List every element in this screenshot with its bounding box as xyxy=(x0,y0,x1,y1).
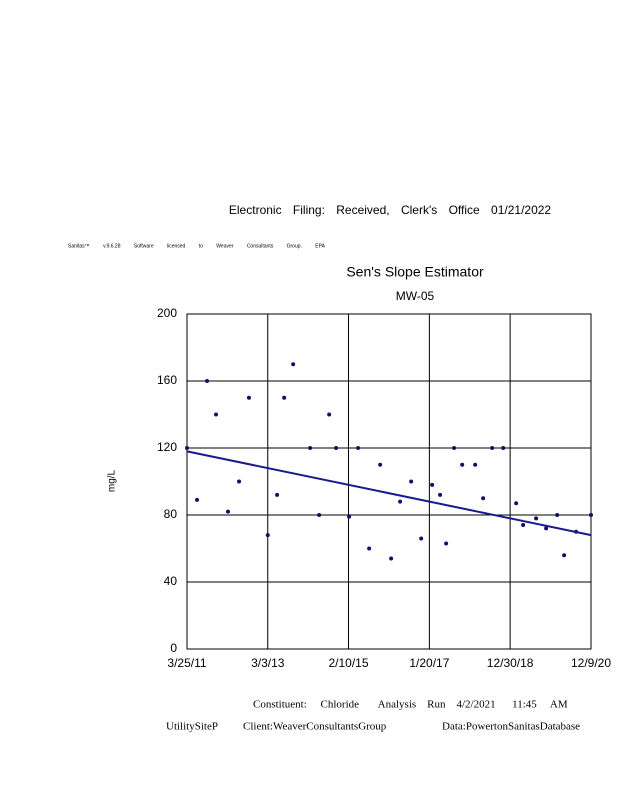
data-point xyxy=(481,496,486,501)
data-point xyxy=(214,412,219,417)
data-point xyxy=(347,514,352,519)
data-point xyxy=(282,395,287,400)
data-point xyxy=(327,412,332,417)
data-point xyxy=(555,513,560,517)
data-point xyxy=(226,509,231,514)
data-point xyxy=(334,446,339,450)
data-point xyxy=(317,513,322,517)
data-point xyxy=(378,462,383,467)
data-point xyxy=(490,446,495,450)
data-point xyxy=(246,395,251,400)
data-point xyxy=(419,536,424,541)
data-point xyxy=(444,541,449,546)
chart-title: Sen's Slope Estimator xyxy=(346,264,484,280)
data-point xyxy=(544,526,549,531)
data-point xyxy=(562,553,567,558)
data-point xyxy=(438,492,443,497)
data-point xyxy=(409,479,414,484)
data-point xyxy=(205,379,210,383)
data-point xyxy=(589,513,593,517)
data-source: Data:PowertonSanitasDatabase xyxy=(442,721,580,733)
data-point xyxy=(398,499,403,504)
data-point xyxy=(501,446,506,450)
data-point xyxy=(275,492,280,497)
x-tick-label: 2/10/15 xyxy=(328,656,368,670)
data-point xyxy=(452,446,457,450)
y-tick-label: 120 xyxy=(157,440,177,454)
data-point xyxy=(389,556,394,561)
filing-stamp: Electronic Filing: Received, Clerk's Off… xyxy=(229,203,552,217)
data-point xyxy=(195,497,200,502)
data-point xyxy=(514,501,519,506)
data-point xyxy=(291,362,296,367)
data-point xyxy=(237,479,242,484)
data-point xyxy=(367,546,372,551)
client: Client:WeaverConsultantsGroup xyxy=(243,721,387,733)
software-note: Sanitas™ v.9.6.28 Software licensed to W… xyxy=(68,243,326,249)
x-tick-label: 12/30/18 xyxy=(487,656,534,670)
data-point xyxy=(460,462,465,467)
data-point xyxy=(185,446,189,450)
y-tick-label: 80 xyxy=(164,507,178,521)
y-tick-label: 200 xyxy=(157,306,177,320)
x-tick-label: 3/25/11 xyxy=(167,656,206,670)
x-tick-label: 3/3/13 xyxy=(251,656,285,670)
constituent: Constituent: Chloride Analysis Run 4/2/2… xyxy=(253,699,568,711)
chart-subtitle: MW-05 xyxy=(396,289,435,303)
x-tick-label: 12/9/20 xyxy=(571,656,611,670)
x-tick-label: 1/20/17 xyxy=(409,656,449,670)
y-tick-label: 40 xyxy=(164,574,178,588)
data-point xyxy=(534,516,539,521)
data-point xyxy=(265,533,270,538)
data-point xyxy=(308,446,313,450)
data-point xyxy=(473,462,478,467)
site: UtilitySiteP xyxy=(166,721,218,733)
y-tick-label: 160 xyxy=(157,373,177,387)
trend-line xyxy=(186,450,592,537)
y-axis-label: mg/L xyxy=(107,469,118,492)
data-point xyxy=(356,446,361,450)
data-point xyxy=(430,482,435,487)
y-tick-label: 0 xyxy=(170,641,177,655)
plot-frame xyxy=(186,313,592,650)
data-point xyxy=(521,523,526,528)
